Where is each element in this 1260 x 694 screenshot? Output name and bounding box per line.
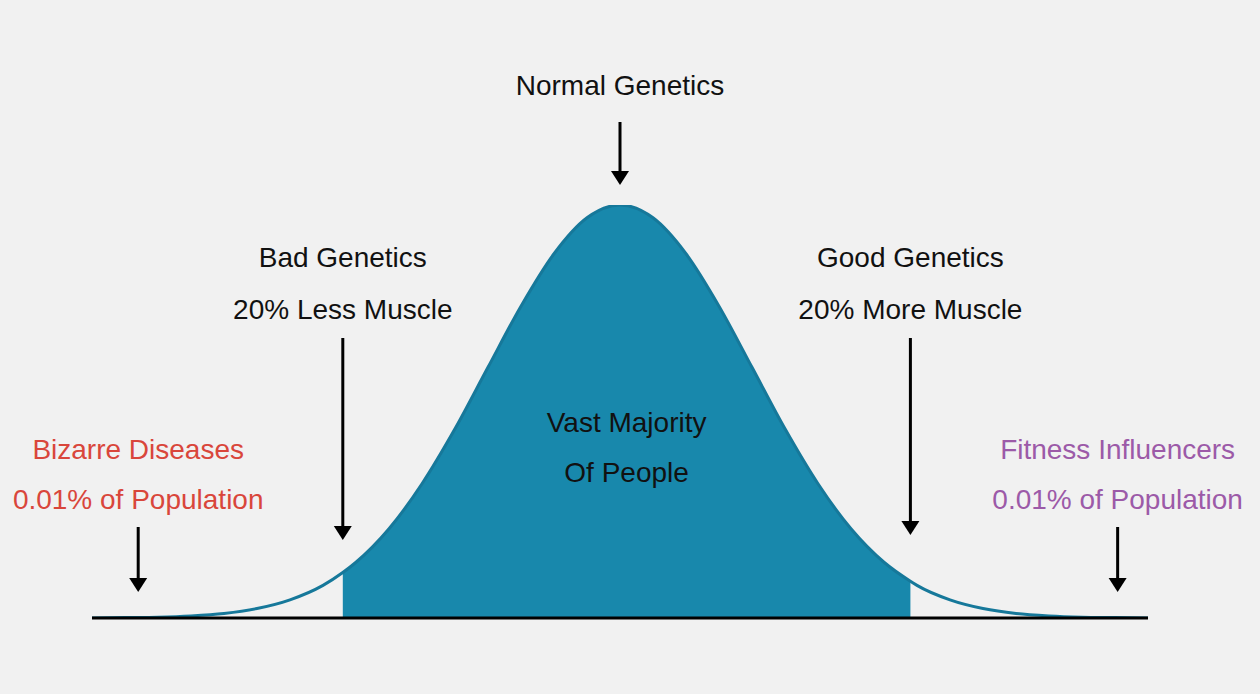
svg-text:Good Genetics: Good Genetics <box>817 242 1004 273</box>
svg-text:20% More Muscle: 20% More Muscle <box>798 294 1022 325</box>
svg-text:Vast Majority: Vast Majority <box>547 407 707 438</box>
svg-text:0.01% of Population: 0.01% of Population <box>992 484 1243 515</box>
svg-text:Fitness Influencers: Fitness Influencers <box>1000 434 1235 465</box>
svg-text:Bizarre Diseases: Bizarre Diseases <box>32 434 244 465</box>
svg-text:Bad Genetics: Bad Genetics <box>259 242 427 273</box>
svg-text:0.01% of Population: 0.01% of Population <box>13 484 264 515</box>
svg-text:20% Less Muscle: 20% Less Muscle <box>233 294 452 325</box>
svg-text:Of People: Of People <box>564 457 689 488</box>
svg-text:Normal Genetics: Normal Genetics <box>516 70 725 101</box>
